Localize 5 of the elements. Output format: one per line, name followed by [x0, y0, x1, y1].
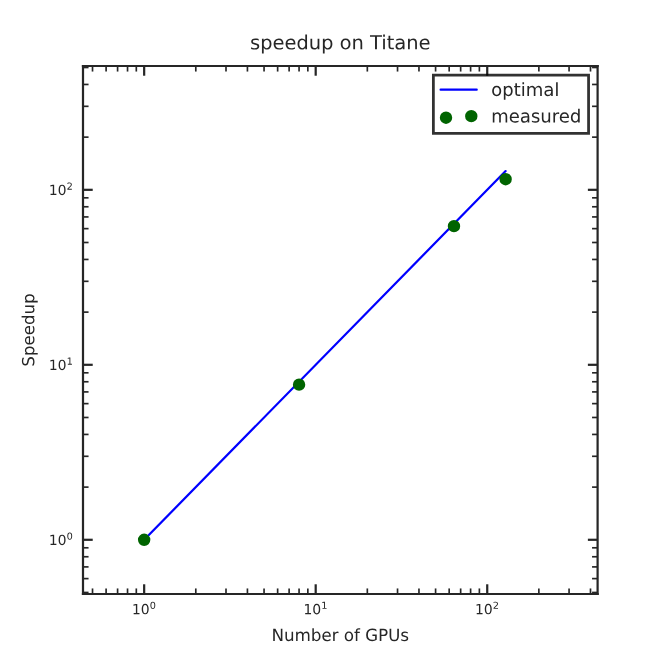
y-axis-title: Speedup — [21, 294, 38, 366]
legend-label: optimal — [492, 82, 558, 100]
legend-label: measured — [492, 108, 580, 123]
chart-title: speedup on Titane — [251, 34, 430, 54]
x-axis-title: Number of GPUs — [273, 628, 409, 642]
